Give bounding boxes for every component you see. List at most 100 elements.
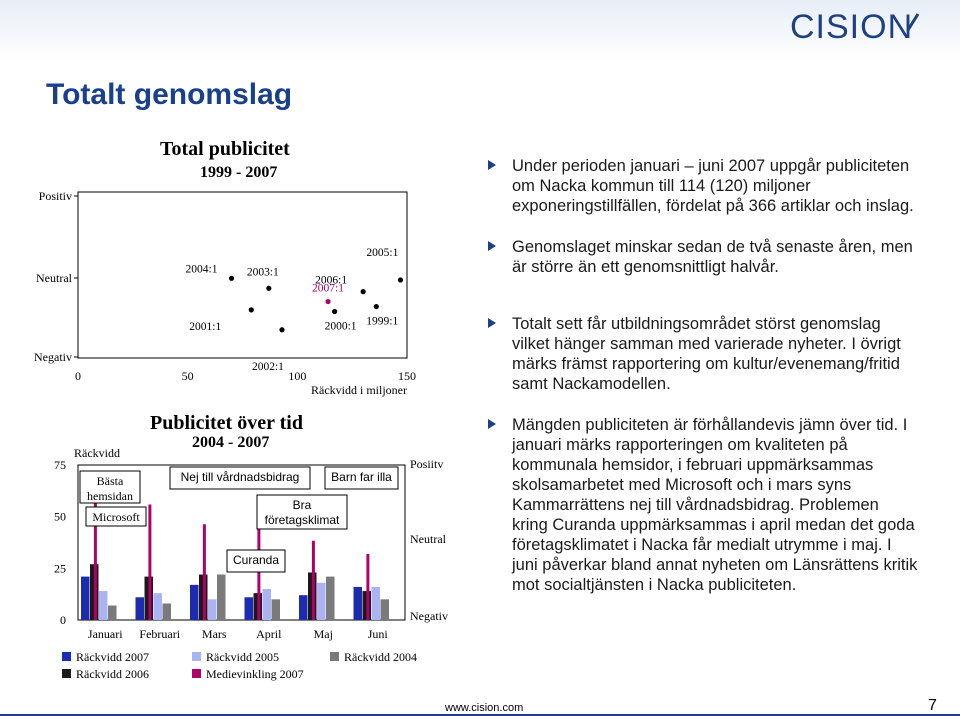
annotation-microsoft-box xyxy=(85,506,147,527)
chart2-subtitle: 2004 - 2007 xyxy=(192,434,270,451)
bullet-text: Totalt sett får utbildningsområdet störs… xyxy=(512,315,901,393)
chart1-point xyxy=(228,275,235,281)
chart1-x-tick-label: 150 xyxy=(398,369,416,383)
annotation-vardnadsbidrag-box xyxy=(169,466,311,490)
chart2-bar xyxy=(262,589,271,620)
chart2-bar xyxy=(317,582,326,620)
chart1-x-tick-label: 100 xyxy=(288,369,306,383)
legend-swatch xyxy=(192,669,201,678)
chart1-point xyxy=(325,298,331,305)
chart2-bar xyxy=(153,593,162,620)
chart1-point xyxy=(279,327,285,333)
chart2-bar xyxy=(99,591,108,620)
chart2-y-tick-label: 0 xyxy=(60,613,66,627)
chart1-point xyxy=(266,285,272,291)
footer-url[interactable]: www.cision.com xyxy=(445,702,524,714)
bullet-triangle-icon xyxy=(488,241,496,251)
annotation-foretagsklimat-box xyxy=(256,494,348,530)
bullet-text: Genomslaget minskar sedan de två senaste… xyxy=(512,238,913,276)
chart1-point-label: 2006:1 xyxy=(315,275,347,287)
chart2-x-tick-label: April xyxy=(256,627,282,641)
bullet-triangle-icon xyxy=(488,318,496,328)
chart1-point xyxy=(248,307,254,313)
chart2-right-axis-label: Posiitv xyxy=(410,457,443,471)
chart2-bar xyxy=(244,597,253,620)
chart1-y-label: Neutral xyxy=(36,271,73,285)
chart2-x-tick-label: Mars xyxy=(202,627,227,641)
chart2-title: Publicitet över tid xyxy=(150,412,303,434)
chart1-y-label: Positiv xyxy=(39,189,72,203)
annotation-vardnadsbidrag-text: Nej till vårdnadsbidrag xyxy=(181,470,300,484)
chart1-point-label: 2002:1 xyxy=(252,361,284,373)
chart1-point-label: 2000:1 xyxy=(325,321,357,333)
annotation-barn-far-illa-text: Barn far illa xyxy=(331,470,392,484)
chart2-x-tick-label: Maj xyxy=(314,627,333,641)
chart1-point-label: 2003:1 xyxy=(247,266,279,278)
legend-swatch xyxy=(62,669,71,678)
chart1-point-label: 2007:1 xyxy=(312,283,344,295)
footer-line xyxy=(0,714,960,716)
chart2-bar xyxy=(380,599,389,620)
legend-swatch xyxy=(330,652,339,661)
chart2-right-axis-label: Neutral xyxy=(410,532,447,546)
chart1-point-label: 2005:1 xyxy=(366,247,398,259)
chart2-x-tick-label: Februari xyxy=(139,627,180,641)
chart1-point xyxy=(332,308,338,315)
bullet-item: Under perioden januari – juni 2007 uppgå… xyxy=(488,156,918,216)
bullet-item: Genomslaget minskar sedan de två senaste… xyxy=(488,237,918,277)
page-number: 7 xyxy=(928,697,937,714)
chart1-x-axis-label: Räckvidd i miljoner xyxy=(311,383,407,397)
chart2-y-tick-label: 25 xyxy=(54,561,66,575)
annotation-curanda-text: Curanda xyxy=(233,553,279,567)
chart2-bar xyxy=(81,576,90,620)
annotation-foretagsklimat-text: företagsklimat xyxy=(265,513,340,527)
legend-label: Räckvidd 2004 xyxy=(344,650,417,664)
chart2-bar xyxy=(135,597,144,620)
chart1-x-tick-label: 50 xyxy=(182,369,194,383)
header-band xyxy=(0,0,960,60)
chart2-bar xyxy=(208,599,217,620)
chart2-bar xyxy=(299,595,308,620)
logo-text: CISION xyxy=(790,8,914,46)
slide-title: Totalt genomslag xyxy=(46,78,293,111)
chart2-y-tick-label: 50 xyxy=(54,510,66,524)
chart2-bar xyxy=(190,584,199,620)
chart1-point-label: 2004:1 xyxy=(186,263,218,275)
legend-swatch xyxy=(192,652,201,661)
chart1-point-label: 1999:1 xyxy=(366,316,398,328)
chart1-x-tick-label: 0 xyxy=(75,369,81,383)
annotation-basta-hemsidan-box xyxy=(79,470,141,504)
chart2-bar xyxy=(108,605,117,620)
annotation-basta-hemsidan-text: Bästa xyxy=(97,474,124,488)
bullet-item: Mängden publiciteten är förhållandevis j… xyxy=(488,415,918,595)
chart1-title: Total publicitet xyxy=(160,138,290,160)
bullet-item: Totalt sett får utbildningsområdet störs… xyxy=(488,314,918,394)
annotation-microsoft-text: Microsoft xyxy=(92,510,140,524)
chart2-right-axis-label: Negativ xyxy=(410,609,448,623)
legend-swatch xyxy=(62,652,71,661)
chart1-y-label: Negativ xyxy=(34,350,72,364)
bullet-text: Under perioden januari – juni 2007 uppgå… xyxy=(512,157,914,215)
chart2-y-axis-label: Räckvidd xyxy=(74,446,120,460)
legend-label: Räckvidd 2007 xyxy=(76,650,149,664)
chart1-point xyxy=(373,303,379,310)
bullet-list: Under perioden januari – juni 2007 uppgå… xyxy=(488,156,918,595)
chart1-plot-frame xyxy=(77,191,408,359)
annotation-curanda-box xyxy=(226,549,286,573)
legend-label: Räckvidd 2006 xyxy=(76,667,149,681)
annotation-barn-far-illa-box xyxy=(324,466,399,490)
legend-label: Räckvidd 2005 xyxy=(206,650,279,664)
bullet-text: Mängden publiciteten är förhållandevis j… xyxy=(512,416,918,594)
annotation-foretagsklimat-text: Bra xyxy=(293,498,312,512)
chart2-x-tick-label: Juni xyxy=(368,627,389,641)
chart2-bar xyxy=(353,586,362,620)
chart1-subtitle: 1999 - 2007 xyxy=(200,164,278,181)
chart2-bar xyxy=(271,599,280,620)
annotation-basta-hemsidan-text: hemsidan xyxy=(87,489,133,503)
chart2-bar xyxy=(162,603,171,620)
chart1-point xyxy=(360,289,366,295)
cision-logo: CISION xyxy=(790,8,950,54)
chart2-x-tick-label: Januari xyxy=(88,627,123,641)
legend-label: Medievinkling 2007 xyxy=(206,667,304,681)
